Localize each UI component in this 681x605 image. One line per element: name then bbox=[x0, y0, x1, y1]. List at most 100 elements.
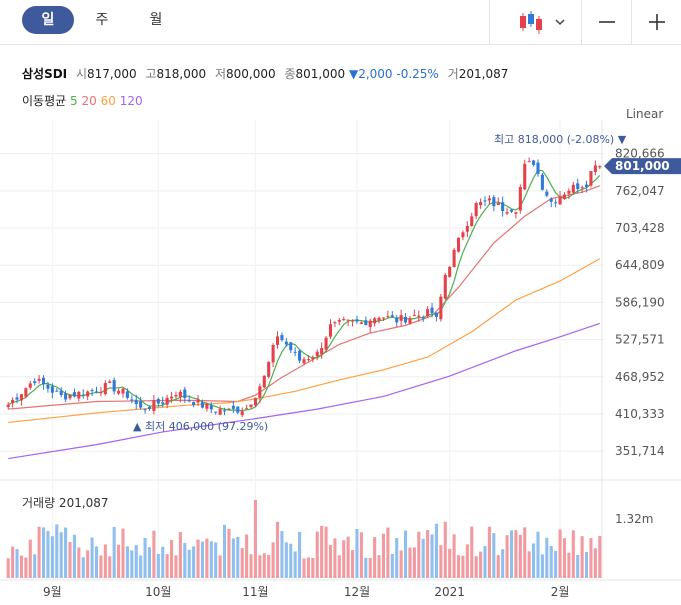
candle bbox=[514, 212, 518, 214]
candle bbox=[267, 361, 271, 377]
volume-bar bbox=[6, 558, 10, 578]
volume-bar bbox=[456, 555, 461, 578]
volume-bar bbox=[576, 555, 580, 578]
candle bbox=[306, 359, 310, 361]
candle bbox=[192, 401, 196, 406]
volume-bar bbox=[209, 541, 213, 578]
candle bbox=[443, 274, 447, 299]
candle bbox=[156, 399, 160, 404]
volume-bar bbox=[364, 557, 368, 578]
candle bbox=[426, 309, 430, 317]
volume-bar bbox=[430, 534, 434, 578]
volume-bar bbox=[306, 557, 310, 578]
zoom-in-button[interactable] bbox=[631, 0, 681, 44]
candle bbox=[593, 165, 597, 172]
volume-bar bbox=[50, 536, 54, 578]
volume-bar bbox=[302, 558, 306, 578]
volume-bar bbox=[258, 555, 262, 578]
candle bbox=[558, 196, 562, 205]
y-tick-label: 527,571 bbox=[615, 333, 665, 347]
candle bbox=[567, 190, 571, 194]
candle bbox=[536, 162, 540, 174]
volume-bar bbox=[598, 535, 602, 578]
candle bbox=[214, 411, 218, 413]
chevron-down-icon bbox=[555, 19, 565, 26]
candle bbox=[359, 322, 363, 324]
candle bbox=[108, 381, 112, 383]
candle bbox=[205, 403, 209, 409]
candle bbox=[501, 202, 505, 211]
candle bbox=[253, 397, 257, 406]
candle bbox=[103, 383, 107, 395]
volume-bar bbox=[474, 556, 478, 578]
volume-bar bbox=[311, 557, 315, 578]
volume-bar bbox=[465, 544, 469, 578]
candle bbox=[355, 319, 359, 322]
volume-bar bbox=[333, 538, 337, 578]
volume-bar bbox=[205, 538, 209, 578]
candle bbox=[364, 320, 368, 326]
candle bbox=[161, 402, 165, 404]
volume-bar bbox=[11, 546, 15, 578]
volume-bar bbox=[90, 537, 94, 578]
x-tick-label: 2월 bbox=[551, 585, 570, 599]
candle bbox=[121, 388, 125, 394]
moving-average-legend[interactable]: 이동평균 5 20 60 120 bbox=[22, 94, 143, 108]
tab-monthly[interactable]: 월 bbox=[149, 12, 163, 28]
volume-bar bbox=[554, 550, 558, 578]
tab-weekly[interactable]: 주 bbox=[95, 12, 109, 28]
price-change: ▼2,000 -0.25% bbox=[348, 67, 439, 81]
volume-bar bbox=[236, 536, 240, 578]
scale-toggle[interactable]: Linear bbox=[626, 107, 664, 121]
volume-bar bbox=[156, 553, 160, 578]
candle bbox=[275, 336, 280, 345]
low-price: 800,000 bbox=[226, 67, 276, 81]
stock-name: 삼성SDI bbox=[22, 67, 68, 81]
volume-bar bbox=[461, 555, 465, 578]
x-tick-label: 10월 bbox=[145, 585, 171, 599]
volume-bar bbox=[161, 546, 165, 578]
volume-bar bbox=[28, 539, 32, 578]
candle bbox=[598, 166, 602, 168]
candle bbox=[368, 320, 372, 327]
candle bbox=[68, 394, 72, 399]
candle bbox=[381, 317, 386, 319]
candle bbox=[399, 315, 403, 321]
volume-bar bbox=[470, 526, 474, 578]
volume-bar bbox=[373, 537, 377, 578]
volume-bar bbox=[434, 523, 438, 578]
volume-bar bbox=[200, 541, 205, 578]
candle bbox=[315, 351, 319, 357]
volume-bar bbox=[187, 549, 191, 578]
volume-bar bbox=[249, 554, 253, 578]
volume-bar bbox=[426, 530, 430, 578]
volume-bar bbox=[479, 551, 483, 578]
volume-bar bbox=[443, 521, 447, 578]
volume-bar bbox=[139, 555, 143, 578]
volume-bar bbox=[439, 545, 443, 578]
chart-type-select[interactable] bbox=[489, 0, 582, 44]
candle bbox=[320, 348, 324, 355]
candle bbox=[249, 404, 253, 408]
volume-bar bbox=[536, 531, 540, 578]
volume-bar bbox=[165, 554, 169, 578]
candle bbox=[373, 318, 377, 324]
volume-bar bbox=[328, 545, 333, 578]
top-toolbar: 일 주 월 bbox=[0, 0, 681, 45]
candle bbox=[174, 395, 178, 397]
candle bbox=[94, 391, 99, 393]
zoom-out-button[interactable] bbox=[581, 0, 632, 44]
volume-bar bbox=[147, 547, 152, 578]
ma20-line bbox=[8, 185, 600, 410]
tab-daily[interactable]: 일 bbox=[22, 6, 74, 34]
candle bbox=[41, 377, 46, 385]
candle bbox=[37, 378, 41, 381]
candle bbox=[395, 317, 399, 323]
volume-bar bbox=[68, 542, 72, 578]
volume-bar bbox=[593, 548, 597, 578]
candle bbox=[55, 390, 59, 392]
candle bbox=[487, 198, 491, 201]
candle bbox=[218, 409, 222, 415]
y-tick-label: 468,952 bbox=[615, 370, 665, 384]
